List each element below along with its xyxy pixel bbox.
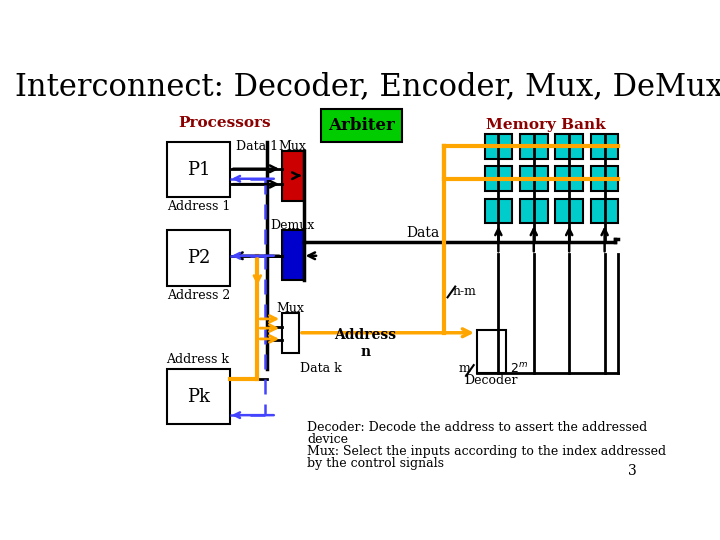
- Bar: [167, 231, 230, 286]
- Text: Memory Bank: Memory Bank: [486, 118, 606, 132]
- Text: by the control signals: by the control signals: [307, 457, 444, 470]
- Bar: [555, 199, 583, 224]
- Text: Mux: Mux: [279, 140, 307, 153]
- Text: n-m: n-m: [452, 286, 476, 299]
- Text: Demux: Demux: [271, 219, 315, 232]
- Text: Mux: Select the inputs according to the index addressed: Mux: Select the inputs according to the …: [307, 445, 667, 458]
- Bar: [590, 134, 618, 159]
- Bar: [485, 166, 512, 191]
- Text: Interconnect: Decoder, Encoder, Mux, DeMux: Interconnect: Decoder, Encoder, Mux, DeM…: [15, 71, 720, 102]
- Bar: [555, 134, 583, 159]
- Text: device: device: [307, 433, 348, 446]
- Text: Data k: Data k: [300, 362, 342, 375]
- Text: Decoder: Decode the address to assert the addressed: Decoder: Decode the address to assert th…: [307, 421, 648, 434]
- Bar: [590, 166, 618, 191]
- Text: Data: Data: [406, 226, 439, 240]
- Bar: [282, 231, 304, 280]
- Text: $2^m$: $2^m$: [510, 362, 528, 376]
- Text: Address k: Address k: [166, 353, 229, 366]
- Bar: [520, 134, 548, 159]
- Text: Pk: Pk: [187, 388, 210, 406]
- Bar: [477, 330, 506, 373]
- Text: Address
n: Address n: [334, 328, 396, 359]
- Bar: [321, 110, 402, 142]
- Bar: [167, 369, 230, 424]
- Bar: [485, 134, 512, 159]
- Bar: [520, 166, 548, 191]
- Bar: [282, 313, 299, 353]
- Text: Processors: Processors: [178, 116, 271, 130]
- Text: 3: 3: [629, 464, 637, 478]
- Text: Decoder: Decoder: [464, 374, 518, 387]
- Bar: [590, 199, 618, 224]
- Text: Mux: Mux: [276, 302, 305, 315]
- Text: P1: P1: [187, 160, 210, 179]
- Text: m: m: [459, 362, 471, 375]
- Bar: [555, 166, 583, 191]
- Text: Address 1: Address 1: [167, 200, 230, 213]
- Bar: [282, 151, 304, 201]
- Text: Data 1: Data 1: [235, 140, 278, 153]
- Bar: [485, 199, 512, 224]
- Bar: [520, 199, 548, 224]
- Text: Arbiter: Arbiter: [328, 117, 395, 134]
- Text: Address 2: Address 2: [167, 288, 230, 301]
- Text: P2: P2: [187, 249, 210, 267]
- Bar: [167, 142, 230, 197]
